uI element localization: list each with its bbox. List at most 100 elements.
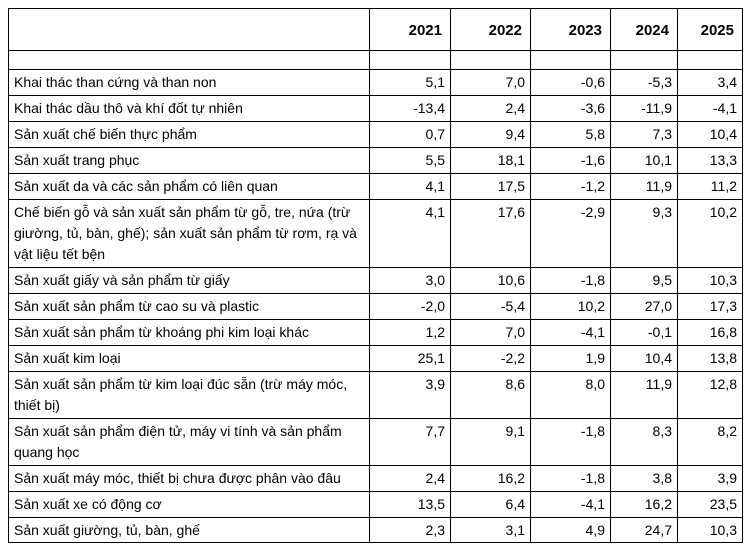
table-row: Sản xuất sản phẩm từ khoáng phi kim loại… [8, 319, 743, 346]
value-cell: 18,1 [450, 147, 531, 174]
value-cell: 7,0 [450, 69, 531, 96]
value-cell: 3,9 [369, 371, 451, 419]
table-row: Sản xuất sản phẩm từ kim loại đúc sẵn (t… [8, 371, 743, 419]
value-cell: 1,9 [530, 345, 611, 372]
spacer-row [8, 50, 743, 70]
value-cell: 0,7 [369, 121, 451, 148]
value-cell: 25,1 [369, 345, 451, 372]
row-label: Sản xuất giấy và sản phẩm từ giấy [8, 267, 370, 294]
row-label: Sản xuất máy móc, thiết bị chưa được phâ… [8, 465, 370, 492]
row-label: Sản xuất sản phẩm từ kim loại đúc sẵn (t… [8, 371, 370, 419]
value-cell: 11,2 [677, 173, 743, 200]
row-label: Sản xuất da và các sản phẩm có liên quan [8, 173, 370, 200]
row-label: Khai thác than cứng và than non [8, 69, 370, 96]
value-cell: 17,3 [677, 293, 743, 320]
table-row: Sản xuất xe có động cơ 13,5 6,4 -4,1 16,… [8, 491, 743, 518]
value-cell: -3,6 [530, 95, 611, 122]
value-cell: -4,1 [530, 491, 611, 518]
value-cell: 16,2 [450, 465, 531, 492]
value-cell: 2,4 [369, 465, 451, 492]
value-cell: 5,8 [530, 121, 611, 148]
value-cell: 8,3 [610, 418, 678, 466]
value-cell: 10,3 [677, 267, 743, 294]
table-row: Chế biến gỗ và sản xuất sản phẩm từ gỗ, … [8, 199, 743, 268]
value-cell: -13,4 [369, 95, 451, 122]
value-cell: 10,2 [530, 293, 611, 320]
value-cell: -1,6 [530, 147, 611, 174]
value-cell: 6,4 [450, 491, 531, 518]
value-cell: 8,6 [450, 371, 531, 419]
value-cell: 9,1 [450, 418, 531, 466]
table-row: Sản xuất kim loại 25,1 -2,2 1,9 10,4 13,… [8, 345, 743, 372]
spacer-cell [450, 50, 531, 70]
spacer-cell [610, 50, 678, 70]
value-cell: 12,8 [677, 371, 743, 419]
table-row: Sản xuất sản phẩm từ cao su và plastic -… [8, 293, 743, 320]
value-cell: 8,0 [530, 371, 611, 419]
value-cell: 16,8 [677, 319, 743, 346]
value-cell: 13,3 [677, 147, 743, 174]
value-cell: 7,3 [610, 121, 678, 148]
value-cell: 7,0 [450, 319, 531, 346]
col-header-2024: 2024 [610, 8, 678, 51]
value-cell: 8,2 [677, 418, 743, 466]
value-cell: -2,9 [530, 199, 611, 268]
col-header-2023: 2023 [530, 8, 611, 51]
value-cell: 2,4 [450, 95, 531, 122]
value-cell: 10,3 [677, 517, 743, 543]
value-cell: 10,6 [450, 267, 531, 294]
table-header-row: 2021 2022 2023 2024 2025 [8, 8, 743, 51]
value-cell: -2,0 [369, 293, 451, 320]
value-cell: 17,6 [450, 199, 531, 268]
table-row: Sản xuất sản phẩm điện tử, máy vi tính v… [8, 418, 743, 466]
value-cell: -4,1 [530, 319, 611, 346]
value-cell: 4,9 [530, 517, 611, 543]
value-cell: 9,3 [610, 199, 678, 268]
spacer-cell [530, 50, 611, 70]
table-row: Sản xuất da và các sản phẩm có liên quan… [8, 173, 743, 200]
value-cell: 13,5 [369, 491, 451, 518]
value-cell: 3,9 [677, 465, 743, 492]
value-cell: 1,2 [369, 319, 451, 346]
value-cell: 4,1 [369, 199, 451, 268]
value-cell: 5,5 [369, 147, 451, 174]
value-cell: -1,8 [530, 418, 611, 466]
value-cell: -1,2 [530, 173, 611, 200]
value-cell: 9,5 [610, 267, 678, 294]
col-header-2022: 2022 [450, 8, 531, 51]
value-cell: 27,0 [610, 293, 678, 320]
value-cell: 3,4 [677, 69, 743, 96]
row-label: Sản xuất sản phẩm điện tử, máy vi tính v… [8, 418, 370, 466]
value-cell: 11,9 [610, 371, 678, 419]
row-label: Sản xuất xe có động cơ [8, 491, 370, 518]
value-cell: 10,4 [610, 345, 678, 372]
value-cell: -2,2 [450, 345, 531, 372]
value-cell: -1,8 [530, 465, 611, 492]
industry-growth-table: 2021 2022 2023 2024 2025 Khai thác than … [8, 8, 743, 543]
value-cell: 10,1 [610, 147, 678, 174]
value-cell: 3,8 [610, 465, 678, 492]
value-cell: 10,2 [677, 199, 743, 268]
row-label: Sản xuất sản phẩm từ cao su và plastic [8, 293, 370, 320]
table-row: Sản xuất máy móc, thiết bị chưa được phâ… [8, 465, 743, 492]
value-cell: -1,8 [530, 267, 611, 294]
table-row: Khai thác dầu thô và khí đốt tự nhiên -1… [8, 95, 743, 122]
value-cell: 4,1 [369, 173, 451, 200]
value-cell: -4,1 [677, 95, 743, 122]
table-row: Sản xuất chế biến thực phẩm 0,7 9,4 5,8 … [8, 121, 743, 148]
row-label: Sản xuất sản phẩm từ khoáng phi kim loại… [8, 319, 370, 346]
value-cell: 23,5 [677, 491, 743, 518]
table-row: Sản xuất giường, tủ, bàn, ghế 2,3 3,1 4,… [8, 517, 743, 543]
value-cell: 13,8 [677, 345, 743, 372]
value-cell: 17,5 [450, 173, 531, 200]
col-header-2025: 2025 [677, 8, 743, 51]
value-cell: -11,9 [610, 95, 678, 122]
col-header-2021: 2021 [369, 8, 451, 51]
value-cell: 10,4 [677, 121, 743, 148]
row-label: Sản xuất trang phục [8, 147, 370, 174]
spacer-cell [677, 50, 743, 70]
value-cell: 11,9 [610, 173, 678, 200]
table-row: Khai thác than cứng và than non 5,1 7,0 … [8, 69, 743, 96]
value-cell: 16,2 [610, 491, 678, 518]
table-row: Sản xuất giấy và sản phẩm từ giấy 3,0 10… [8, 267, 743, 294]
